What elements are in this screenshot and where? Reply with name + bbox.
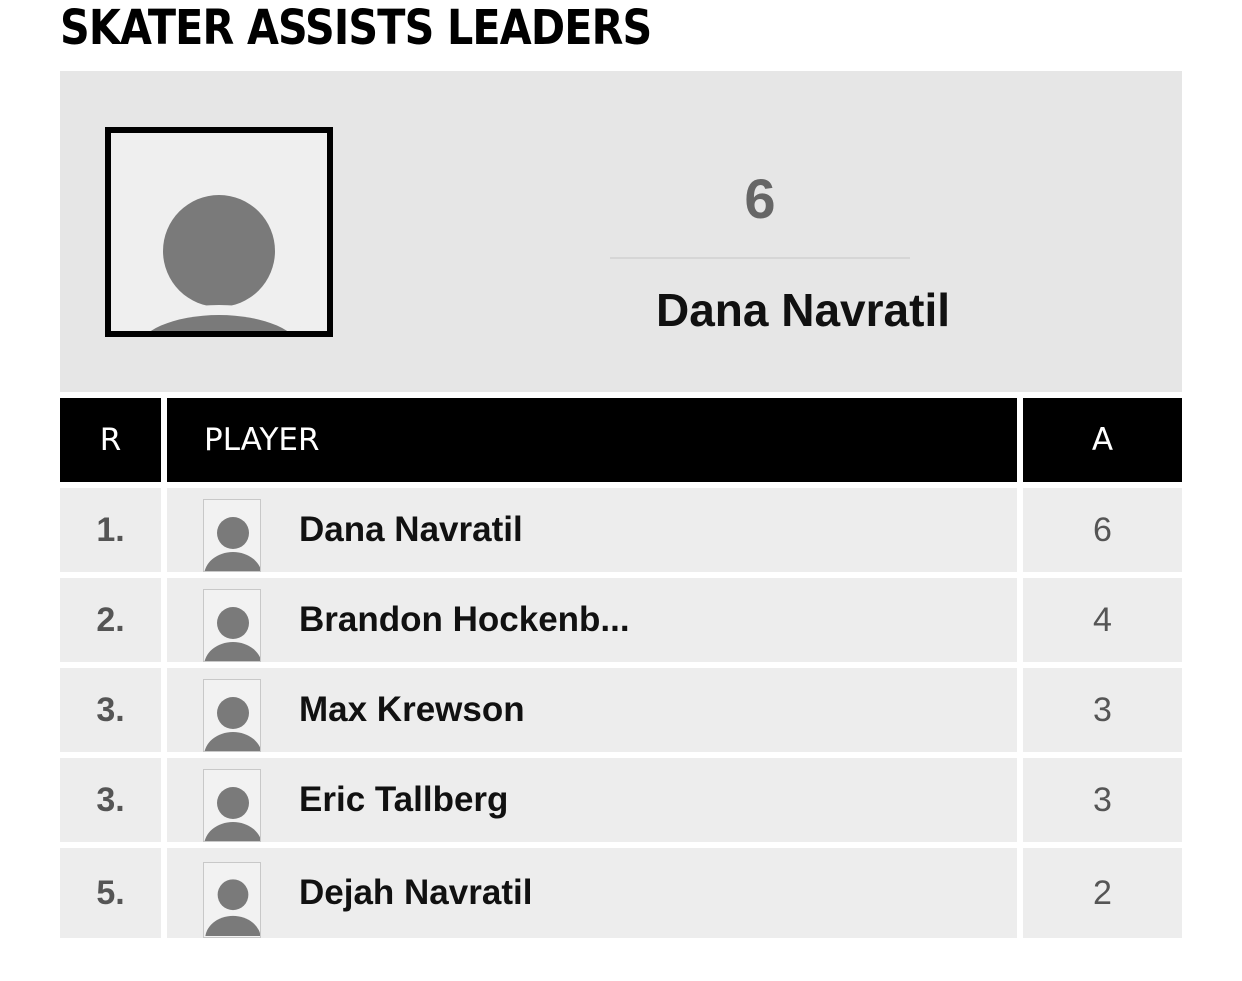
player-cell[interactable]: Dana Navratil [167, 488, 1017, 572]
rank-cell: 3. [60, 668, 161, 752]
table-row[interactable]: 2. Brandon Hockenb... 4 [60, 578, 1182, 662]
avatar-placeholder-icon [204, 517, 260, 571]
assists-cell: 3 [1023, 758, 1182, 842]
player-name-link[interactable]: Dana Navratil [299, 510, 523, 549]
assists-cell: 2 [1023, 848, 1182, 938]
player-name-link[interactable]: Brandon Hockenb... [299, 600, 630, 639]
player-cell[interactable]: Eric Tallberg [167, 758, 1017, 842]
table-row[interactable]: 1. Dana Navratil 6 [60, 488, 1182, 572]
table-header: R PLAYER A [60, 398, 1182, 482]
column-header-player[interactable]: PLAYER [167, 398, 1017, 482]
player-cell[interactable]: Max Krewson [167, 668, 1017, 752]
table-row[interactable]: 3. Eric Tallberg 3 [60, 758, 1182, 842]
player-cell[interactable]: Brandon Hockenb... [167, 578, 1017, 662]
player-thumbnail [203, 862, 261, 938]
assists-cell: 6 [1023, 488, 1182, 572]
assists-cell: 3 [1023, 668, 1182, 752]
assists-cell: 4 [1023, 578, 1182, 662]
leader-photo[interactable] [105, 127, 333, 337]
rank-cell: 1. [60, 488, 161, 572]
rank-cell: 5. [60, 848, 161, 938]
leader-stat-value: 6 [744, 167, 776, 230]
avatar-placeholder-icon [205, 879, 260, 936]
player-name-link[interactable]: Max Krewson [299, 690, 525, 729]
page-title: SKATER ASSISTS LEADERS [60, 0, 652, 56]
leader-card[interactable]: 6 Dana Navratil [60, 71, 1182, 392]
avatar-placeholder-icon [111, 133, 327, 331]
avatar-placeholder-icon [204, 607, 260, 661]
player-name-link[interactable]: Eric Tallberg [299, 780, 509, 819]
player-cell[interactable]: Dejah Navratil [167, 848, 1017, 938]
player-thumbnail [203, 589, 261, 662]
table-row[interactable]: 5. Dejah Navratil 2 [60, 848, 1182, 938]
player-name-link[interactable]: Dejah Navratil [299, 873, 533, 912]
column-header-rank[interactable]: R [60, 398, 161, 482]
rank-cell: 2. [60, 578, 161, 662]
leader-name[interactable]: Dana Navratil [655, 284, 950, 336]
player-thumbnail [203, 499, 261, 572]
avatar-placeholder-icon [204, 787, 260, 841]
leader-divider [610, 257, 910, 259]
avatar-placeholder-icon [204, 697, 260, 751]
rank-cell: 3. [60, 758, 161, 842]
column-header-assists[interactable]: A [1023, 398, 1182, 482]
player-thumbnail [203, 769, 261, 842]
table-row[interactable]: 3. Max Krewson 3 [60, 668, 1182, 752]
player-thumbnail [203, 679, 261, 752]
